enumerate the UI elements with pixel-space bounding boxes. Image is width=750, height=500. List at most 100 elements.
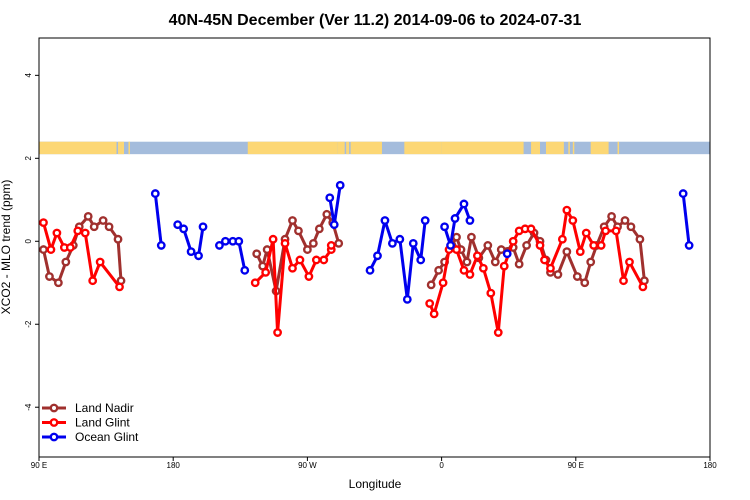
- x-tick-label: 90 E: [568, 461, 584, 470]
- data-point: [45, 272, 54, 281]
- data-point: [83, 211, 93, 221]
- data-point: [450, 214, 460, 223]
- legend-marker: [49, 418, 59, 427]
- data-point: [88, 276, 98, 286]
- y-tick-label: -4: [24, 403, 33, 411]
- data-point: [459, 265, 469, 275]
- data-point: [638, 282, 648, 292]
- data-point: [611, 226, 621, 236]
- data-point: [580, 278, 590, 288]
- series-line: [153, 193, 163, 246]
- data-point: [373, 251, 382, 261]
- data-point: [568, 216, 578, 225]
- series-land-nadir: [39, 209, 649, 296]
- data-point: [80, 228, 90, 238]
- data-point: [508, 236, 518, 246]
- data-point: [302, 245, 312, 254]
- surface-band-land: [545, 141, 564, 155]
- data-point: [478, 263, 488, 273]
- data-point: [150, 189, 160, 198]
- data-point: [607, 211, 616, 221]
- data-point: [273, 328, 282, 337]
- data-point: [465, 270, 475, 279]
- data-point: [220, 236, 230, 246]
- data-point: [589, 241, 599, 250]
- y-tick-label: 2: [24, 156, 33, 161]
- data-point: [113, 234, 123, 244]
- data-point: [499, 261, 509, 271]
- data-point: [89, 222, 99, 232]
- data-point: [459, 199, 469, 209]
- data-point: [426, 280, 436, 290]
- data-point: [596, 241, 606, 250]
- data-point: [325, 193, 335, 203]
- y-tick-label: 0: [24, 239, 33, 244]
- x-tick-label: 180: [703, 461, 717, 470]
- data-point: [514, 259, 524, 269]
- x-axis-label: Longitude: [349, 477, 402, 491]
- data-point: [186, 247, 196, 257]
- data-point: [619, 276, 628, 286]
- data-point: [319, 255, 329, 265]
- y-axis-label: XCO2 - MLO trend (ppm): [0, 180, 13, 315]
- data-point: [73, 226, 83, 236]
- legend-label: Land Nadir: [75, 401, 134, 415]
- data-point: [486, 288, 496, 298]
- data-point: [365, 265, 375, 275]
- legend-label: Ocean Glint: [75, 430, 139, 444]
- data-point: [268, 234, 278, 244]
- data-point: [335, 180, 345, 190]
- data-point: [635, 234, 645, 244]
- data-point: [562, 247, 572, 257]
- data-point: [526, 224, 536, 234]
- data-point: [416, 255, 426, 265]
- surface-band-land: [590, 141, 609, 155]
- data-point: [490, 257, 500, 267]
- legend-label: Land Glint: [75, 416, 130, 430]
- surface-band-land: [404, 141, 442, 155]
- data-point: [395, 234, 405, 244]
- data-point: [61, 257, 71, 267]
- data-point: [304, 272, 314, 281]
- data-point: [234, 236, 244, 246]
- data-point: [586, 257, 596, 267]
- data-point: [420, 216, 430, 225]
- data-point: [314, 224, 324, 234]
- data-point: [288, 216, 297, 225]
- x-tick-label: 90 W: [298, 461, 317, 470]
- data-point: [95, 257, 105, 267]
- data-point: [429, 309, 439, 319]
- plot-area: [39, 141, 710, 337]
- data-point: [98, 216, 108, 225]
- data-point: [522, 241, 531, 250]
- data-point: [380, 216, 390, 225]
- data-point: [562, 205, 572, 215]
- surface-band-land: [128, 141, 130, 155]
- surface-band-land: [531, 141, 541, 155]
- data-point: [462, 257, 472, 267]
- surface-band-land: [568, 141, 570, 155]
- y-tick-label: 4: [24, 73, 33, 78]
- data-point: [472, 251, 482, 261]
- data-point: [625, 257, 634, 267]
- data-point: [483, 241, 493, 250]
- surface-band-land: [247, 141, 338, 155]
- surface-band-land: [617, 141, 620, 155]
- series-line: [681, 193, 691, 246]
- data-point: [440, 222, 449, 232]
- data-point: [465, 216, 475, 225]
- data-point: [557, 234, 567, 244]
- data-point: [438, 278, 448, 288]
- data-point: [425, 299, 435, 308]
- data-point: [496, 245, 506, 254]
- surface-band-land: [572, 141, 575, 155]
- data-point: [626, 222, 636, 232]
- series-ocean-glint: [150, 180, 694, 304]
- data-point: [240, 265, 250, 275]
- x-axis: 90 E 180 90 W 0 90 E 180: [31, 457, 717, 470]
- data-point: [452, 232, 461, 242]
- legend-marker: [49, 403, 59, 413]
- series-land-glint: [39, 205, 648, 337]
